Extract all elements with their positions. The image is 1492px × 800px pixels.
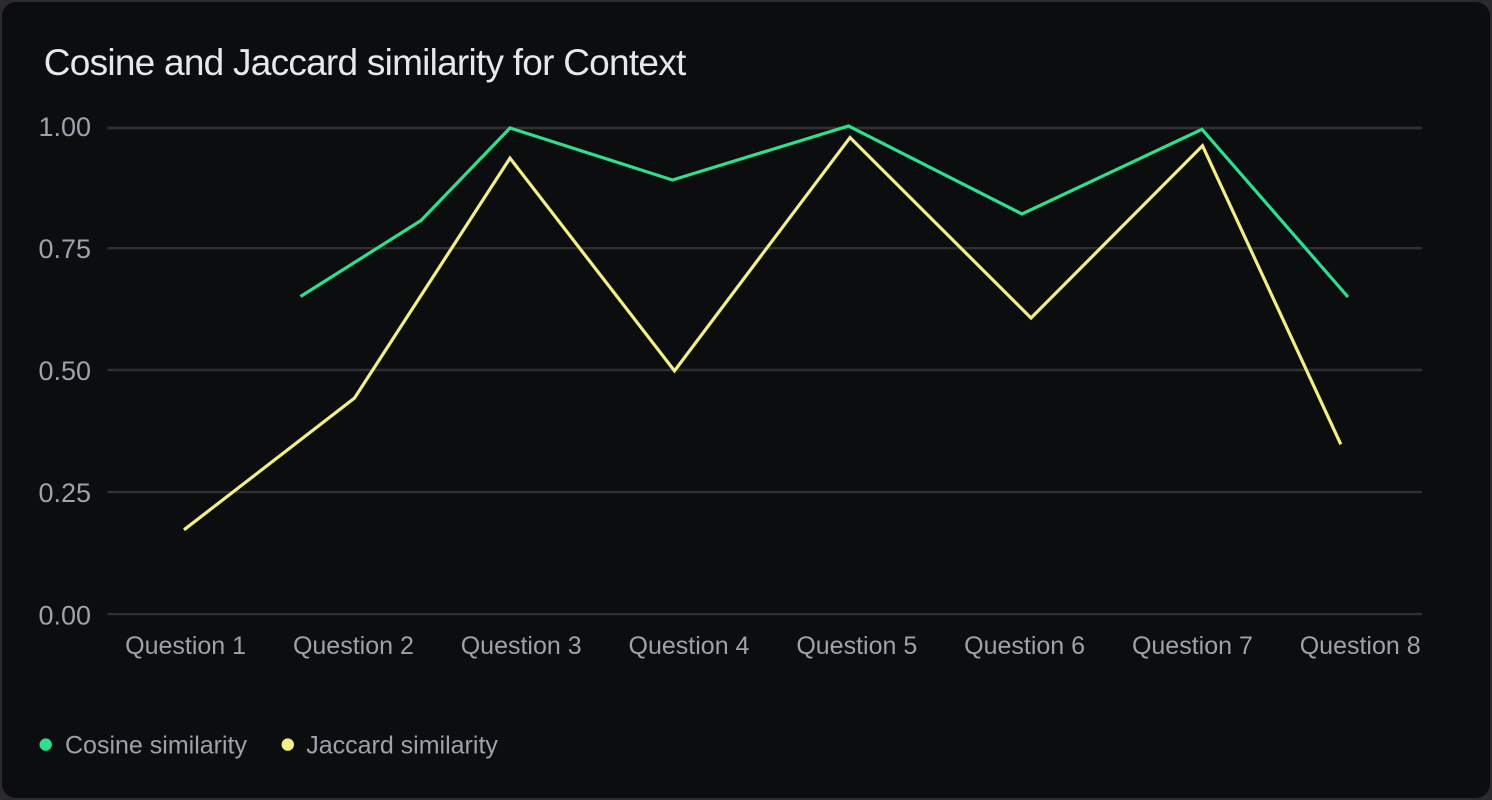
svg-text:Jaccard similarity: Jaccard similarity bbox=[306, 732, 498, 760]
svg-text:0.00: 0.00 bbox=[38, 601, 91, 631]
svg-text:Question 4: Question 4 bbox=[629, 632, 750, 660]
svg-text:0.50: 0.50 bbox=[38, 356, 91, 386]
svg-text:0.25: 0.25 bbox=[38, 478, 91, 508]
svg-text:Question 6: Question 6 bbox=[964, 632, 1085, 660]
svg-text:Question 5: Question 5 bbox=[796, 632, 917, 660]
svg-text:1.00: 1.00 bbox=[38, 112, 91, 142]
svg-text:Cosine and Jaccard similarity: Cosine and Jaccard similarity for Contex… bbox=[44, 42, 687, 83]
svg-text:Question 3: Question 3 bbox=[461, 632, 582, 660]
svg-text:Question 1: Question 1 bbox=[125, 632, 246, 660]
svg-text:Question 2: Question 2 bbox=[293, 632, 414, 660]
svg-text:Question 8: Question 8 bbox=[1300, 632, 1421, 660]
svg-text:Cosine similarity: Cosine similarity bbox=[65, 732, 247, 760]
svg-text:0.75: 0.75 bbox=[38, 234, 91, 264]
svg-text:Question 7: Question 7 bbox=[1132, 632, 1253, 660]
